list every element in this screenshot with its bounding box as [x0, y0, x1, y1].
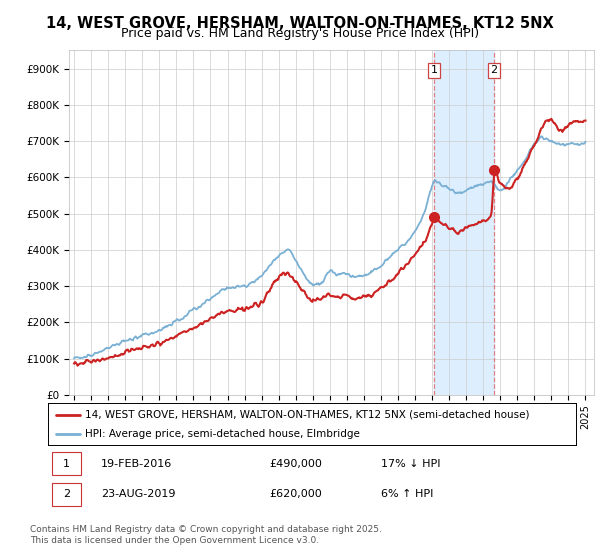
Text: Contains HM Land Registry data © Crown copyright and database right 2025.
This d: Contains HM Land Registry data © Crown c… — [30, 525, 382, 545]
Text: HPI: Average price, semi-detached house, Elmbridge: HPI: Average price, semi-detached house,… — [85, 429, 360, 439]
Text: £490,000: £490,000 — [270, 459, 323, 469]
Text: 2: 2 — [63, 489, 70, 500]
Text: 23-AUG-2019: 23-AUG-2019 — [101, 489, 175, 500]
Bar — [434, 50, 494, 395]
Text: 14, WEST GROVE, HERSHAM, WALTON-ON-THAMES, KT12 5NX: 14, WEST GROVE, HERSHAM, WALTON-ON-THAME… — [46, 16, 554, 31]
Bar — [52, 483, 81, 506]
Text: 1: 1 — [431, 66, 437, 76]
Bar — [52, 452, 81, 475]
Text: £620,000: £620,000 — [270, 489, 323, 500]
Text: 1: 1 — [63, 459, 70, 469]
Text: Price paid vs. HM Land Registry's House Price Index (HPI): Price paid vs. HM Land Registry's House … — [121, 27, 479, 40]
Text: 2: 2 — [491, 66, 497, 76]
Text: 6% ↑ HPI: 6% ↑ HPI — [380, 489, 433, 500]
Text: 17% ↓ HPI: 17% ↓ HPI — [380, 459, 440, 469]
Text: 14, WEST GROVE, HERSHAM, WALTON-ON-THAMES, KT12 5NX (semi-detached house): 14, WEST GROVE, HERSHAM, WALTON-ON-THAME… — [85, 409, 529, 419]
Text: 19-FEB-2016: 19-FEB-2016 — [101, 459, 172, 469]
